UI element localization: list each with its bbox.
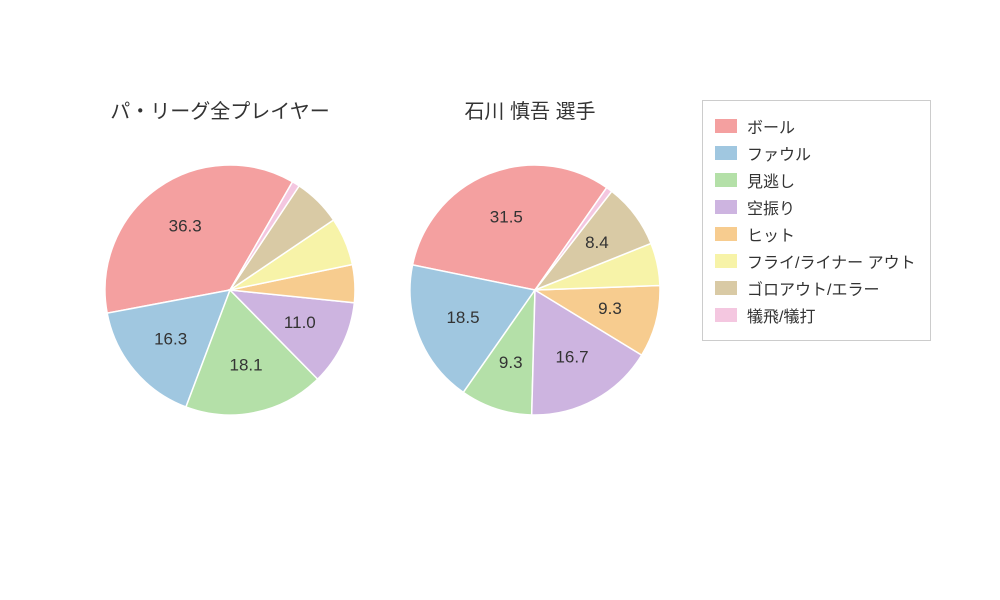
slice-label-player-ground: 8.4: [585, 233, 609, 252]
legend-swatch-sac: [715, 308, 737, 322]
legend: ボールファウル見逃し空振りヒットフライ/ライナー アウトゴロアウト/エラー犠飛/…: [702, 100, 931, 341]
legend-label-sac: 犠飛/犠打: [747, 303, 815, 327]
legend-swatch-hit: [715, 227, 737, 241]
legend-item-sac: 犠飛/犠打: [715, 303, 916, 327]
legend-swatch-foul: [715, 146, 737, 160]
legend-label-ball: ボール: [747, 114, 795, 138]
legend-label-swing: 空振り: [747, 195, 795, 219]
chart-title-league: パ・リーグ全プレイヤー: [100, 95, 340, 124]
slice-label-player-ball: 31.5: [490, 207, 523, 226]
legend-swatch-ground: [715, 281, 737, 295]
legend-swatch-looking: [715, 173, 737, 187]
chart-stage: パ・リーグ全プレイヤー 36.3 16.3 18.1 11.0 石川 慎吾 選手 31.5 1…: [0, 0, 1000, 600]
slice-label-player-looking: 9.3: [499, 353, 523, 372]
pie-league: 36.3 16.3 18.1 11.0: [103, 163, 357, 417]
slice-label-league-looking: 18.1: [229, 355, 262, 374]
pie-player: 31.5 18.5 9.3 16.7 9.3 8.4: [408, 163, 662, 417]
legend-label-hit: ヒット: [747, 222, 795, 246]
legend-item-ground: ゴロアウト/エラー: [715, 276, 916, 300]
legend-swatch-swing: [715, 200, 737, 214]
slice-label-player-hit: 9.3: [598, 299, 622, 318]
legend-label-flyline: フライ/ライナー アウト: [747, 249, 916, 273]
slice-label-league-swing: 11.0: [284, 313, 316, 332]
slice-label-player-foul: 18.5: [446, 308, 479, 327]
pie-holder-player: 31.5 18.5 9.3 16.7 9.3 8.4: [408, 163, 662, 422]
legend-swatch-flyline: [715, 254, 737, 268]
slice-label-league-ball: 36.3: [169, 216, 202, 235]
legend-item-looking: 見逃し: [715, 168, 916, 192]
legend-item-flyline: フライ/ライナー アウト: [715, 249, 916, 273]
chart-title-player: 石川 慎吾 選手: [410, 95, 650, 124]
slice-label-league-foul: 16.3: [154, 329, 187, 348]
pie-holder-league: 36.3 16.3 18.1 11.0: [103, 163, 357, 422]
legend-item-foul: ファウル: [715, 141, 916, 165]
legend-swatch-ball: [715, 119, 737, 133]
legend-label-ground: ゴロアウト/エラー: [747, 276, 879, 300]
legend-item-swing: 空振り: [715, 195, 916, 219]
legend-label-looking: 見逃し: [747, 168, 795, 192]
legend-label-foul: ファウル: [747, 141, 811, 165]
legend-item-ball: ボール: [715, 114, 916, 138]
slice-label-player-swing: 16.7: [555, 348, 588, 367]
legend-item-hit: ヒット: [715, 222, 916, 246]
